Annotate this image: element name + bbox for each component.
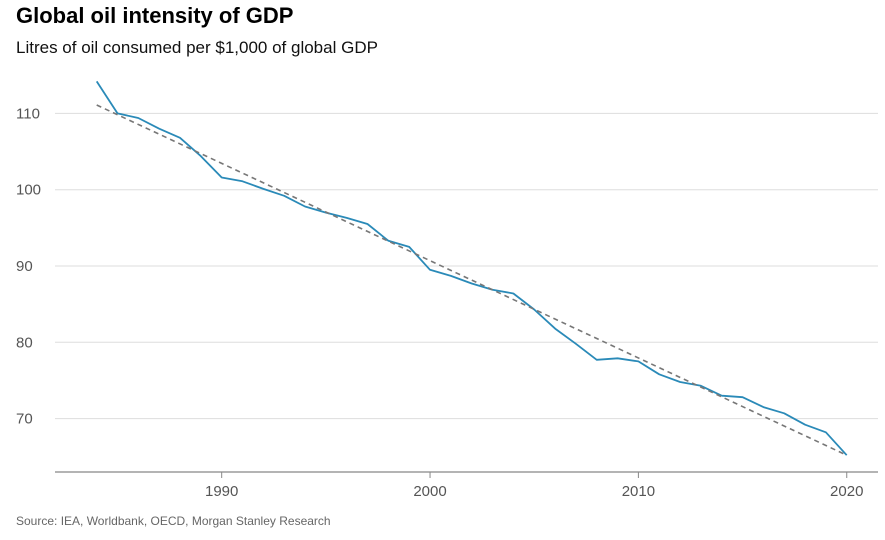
oil-intensity-line: [95, 80, 848, 456]
x-tick-label: 2000: [413, 483, 446, 500]
chart-title: Global oil intensity of GDP: [16, 3, 294, 28]
x-tick-label: 2020: [830, 483, 863, 500]
trend-line: [96, 104, 848, 456]
series-layer: [95, 80, 848, 456]
source-note: Source: IEA, Worldbank, OECD, Morgan Sta…: [16, 514, 331, 528]
y-tick-label: 100: [16, 182, 41, 199]
x-axis: 1990 2000 2010 2020: [55, 471, 878, 500]
y-tick-label: 90: [16, 258, 33, 275]
y-tick-label: 70: [16, 411, 33, 428]
y-tick-label: 80: [16, 334, 33, 351]
y-tick-label: 110: [16, 105, 40, 122]
x-tick-label: 1990: [205, 483, 238, 500]
gridlines: 70 80 90 100 110: [16, 105, 878, 428]
chart-subtitle: Litres of oil consumed per $1,000 of glo…: [16, 38, 378, 57]
x-tick-label: 2010: [622, 483, 655, 500]
